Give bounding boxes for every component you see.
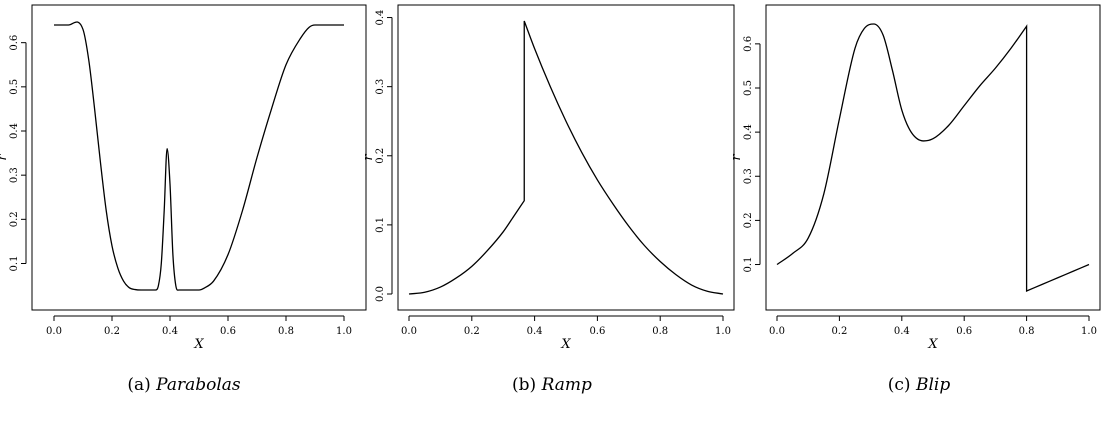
x-tick-label: 0.8 <box>278 326 294 337</box>
y-axis-title: r <box>361 154 376 161</box>
x-tick-label: 1.0 <box>1081 326 1097 337</box>
x-tick-label: 1.0 <box>336 326 352 337</box>
x-tick-label: 0.0 <box>769 326 785 337</box>
x-tick-label: 1.0 <box>715 326 731 337</box>
plot-frame <box>31 4 367 311</box>
plot-frame <box>765 4 1101 311</box>
series-line <box>54 21 344 291</box>
x-axis-title: X <box>193 337 204 352</box>
y-tick-label: 0.4 <box>743 124 754 140</box>
caption-blip: (c) Blip <box>736 375 1102 395</box>
caption-tag: (a) <box>127 375 151 395</box>
x-axis-title: X <box>927 337 938 352</box>
y-tick-label: 0.4 <box>9 123 20 139</box>
chart-panel-blip: 0.0 0.2 0.4 0.6 0.8 1.0 X 0.1 0.2 0.3 0.4 0.5 0.6 r (… <box>729 0 1102 423</box>
x-tick-label: 0.6 <box>220 326 236 337</box>
y-axis-title: r <box>0 154 10 161</box>
chart-panel-parabolas: 0.0 0.2 0.4 0.6 0.8 1.0 X 0.1 0.2 0.3 0.4 0.5 0.6 r (… <box>0 0 368 423</box>
series-line <box>408 20 724 295</box>
x-tick-label: 0.4 <box>527 326 543 337</box>
x-tick-label: 0.8 <box>652 326 668 337</box>
caption-tag: (c) <box>887 375 911 395</box>
y-tick-label: 0.5 <box>9 79 20 95</box>
y-tick-label: 0.5 <box>743 80 754 96</box>
y-tick-label: 0.2 <box>743 212 754 228</box>
x-tick-label: 0.8 <box>1019 326 1035 337</box>
chart-svg: 0.0 0.2 0.4 0.6 0.8 1.0 X 0.0 0.1 0.2 0.3 0.4 r <box>361 4 735 352</box>
x-tick-label: 0.4 <box>162 326 178 337</box>
x-tick-label: 0.0 <box>401 326 417 337</box>
y-tick-label: 0.3 <box>375 79 386 95</box>
plot-frame <box>397 4 735 311</box>
x-tick-label: 0.2 <box>831 326 847 337</box>
chart-svg: 0.0 0.2 0.4 0.6 0.8 1.0 X 0.1 0.2 0.3 0.4 0.5 0.6 r <box>0 4 367 352</box>
x-tick-label: 0.2 <box>104 326 120 337</box>
y-tick-label: 0.6 <box>743 36 754 52</box>
chart-svg: 0.0 0.2 0.4 0.6 0.8 1.0 X 0.1 0.2 0.3 0.4 0.5 0.6 r <box>729 4 1101 352</box>
x-tick-label: 0.2 <box>464 326 480 337</box>
x-tick-label: 0.4 <box>894 326 910 337</box>
x-tick-label: 0.6 <box>956 326 972 337</box>
series-line <box>776 23 1090 292</box>
caption-parabolas: (a) Parabolas <box>0 375 368 395</box>
y-tick-label: 0.3 <box>9 167 20 183</box>
y-axis-title: r <box>729 154 744 161</box>
y-tick-label: 0.3 <box>743 168 754 184</box>
caption-tag: (b) <box>512 375 537 395</box>
caption-name: Blip <box>915 375 951 395</box>
y-tick-label: 0.1 <box>375 217 386 233</box>
y-tick-label: 0.6 <box>9 35 20 51</box>
x-axis-title: X <box>560 337 571 352</box>
caption-ramp: (b) Ramp <box>368 375 736 395</box>
y-tick-label: 0.1 <box>743 257 754 273</box>
caption-name: Parabolas <box>156 375 241 395</box>
x-tick-label: 0.0 <box>46 326 62 337</box>
y-tick-label: 0.2 <box>9 211 20 227</box>
x-tick-label: 0.6 <box>589 326 605 337</box>
y-tick-label: 0.0 <box>375 286 386 302</box>
y-tick-label: 0.2 <box>375 148 386 164</box>
y-tick-label: 0.1 <box>9 256 20 272</box>
chart-panel-ramp: 0.0 0.2 0.4 0.6 0.8 1.0 X 0.0 0.1 0.2 0.3 0.4 r (b) … <box>361 0 736 423</box>
caption-name: Ramp <box>541 375 592 395</box>
y-tick-label: 0.4 <box>375 10 386 26</box>
